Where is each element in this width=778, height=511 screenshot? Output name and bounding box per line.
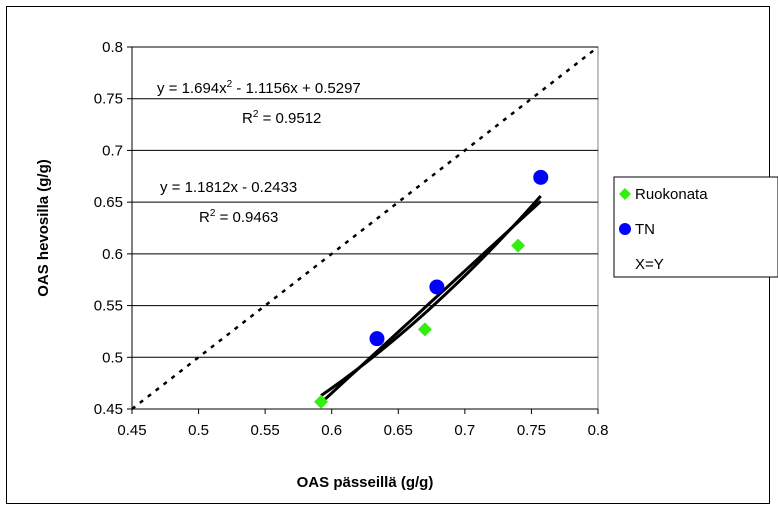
linear-r2: R2 = 0.9463 — [199, 208, 278, 226]
y-tick-label: 0.7 — [102, 142, 123, 159]
legend-label-tn: TN — [635, 221, 655, 238]
x-tick-label: 0.5 — [188, 422, 209, 439]
poly-r2-sup: 2 — [253, 109, 259, 120]
y-tick-label: 0.55 — [94, 298, 123, 315]
legend-box — [613, 176, 778, 278]
legend: Ruokonata TN X=Y — [613, 176, 778, 278]
poly-r2: R2 = 0.9512 — [242, 109, 321, 127]
y-axis-title: OAS hevosilla (g/g) — [35, 159, 52, 297]
x-axis-ticks: 0.45 0.5 0.55 0.6 0.65 0.7 0.75 0.8 — [117, 408, 609, 439]
x-tick-label: 0.75 — [517, 422, 546, 439]
y-tick-label: 0.65 — [94, 194, 123, 211]
legend-diamond-icon — [619, 188, 631, 200]
y-tick-label: 0.75 — [94, 91, 123, 108]
data-point-ruokonata — [511, 238, 526, 253]
series-layer — [131, 46, 599, 410]
legend-label-ruokonata: Ruokonata — [635, 186, 708, 203]
x-axis-title: OAS pässeillä (g/g) — [297, 474, 434, 491]
y-tick-label: 0.5 — [102, 349, 123, 366]
data-point-ruokonata — [417, 322, 432, 337]
data-point-ruokonata — [314, 394, 329, 409]
data-point-tn — [533, 169, 549, 185]
data-point-tn — [369, 331, 385, 347]
data-point-tn — [429, 279, 445, 295]
x-tick-label: 0.8 — [588, 422, 609, 439]
poly-eq-sup: 2 — [227, 79, 233, 90]
lin-r2-value: = 0.9463 — [215, 209, 278, 226]
linear-trendline — [320, 200, 542, 404]
legend-circle-icon — [619, 223, 631, 235]
x-tick-label: 0.45 — [117, 422, 146, 439]
x-tick-label: 0.6 — [321, 422, 342, 439]
lin-r2-label: R — [199, 209, 210, 226]
x-tick-label: 0.7 — [454, 422, 475, 439]
grid-lines — [132, 46, 598, 358]
x-tick-label: 0.55 — [251, 422, 280, 439]
poly-eq-rest: - 1.1156x + 0.5297 — [232, 80, 361, 97]
y-tick-label: 0.6 — [102, 246, 123, 263]
poly-r2-value: = 0.9512 — [258, 110, 321, 127]
poly-equation: y = 1.694x2 - 1.1156x + 0.5297 — [157, 79, 361, 97]
poly-eq-main: y = 1.694x — [157, 80, 227, 97]
y-tick-label: 0.45 — [94, 401, 123, 418]
x-tick-label: 0.65 — [384, 422, 413, 439]
xy-line — [131, 46, 599, 410]
lin-r2-sup: 2 — [210, 208, 216, 219]
y-tick-label: 0.8 — [102, 39, 123, 56]
legend-label-xy: X=Y — [635, 256, 664, 273]
y-axis-ticks: 0.45 0.5 0.55 0.6 0.65 0.7 0.75 0.8 — [94, 39, 133, 418]
linear-equation: y = 1.1812x - 0.2433 — [160, 179, 297, 196]
poly-r2-label: R — [242, 110, 253, 127]
